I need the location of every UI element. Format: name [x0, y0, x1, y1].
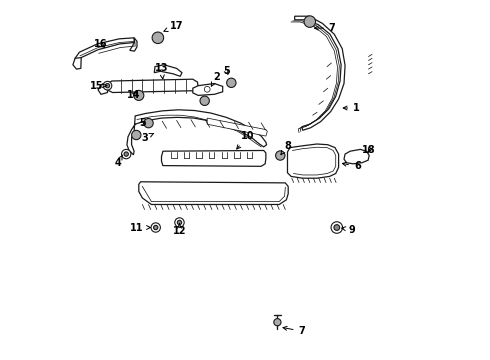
Circle shape	[274, 319, 281, 326]
Circle shape	[153, 225, 158, 230]
Polygon shape	[73, 58, 81, 69]
Circle shape	[175, 218, 184, 227]
Polygon shape	[98, 84, 107, 94]
Text: 8: 8	[281, 141, 291, 155]
Polygon shape	[127, 110, 267, 155]
Circle shape	[204, 86, 210, 92]
Circle shape	[134, 90, 144, 100]
Circle shape	[177, 220, 182, 225]
Polygon shape	[344, 149, 369, 164]
Text: 9: 9	[342, 225, 356, 235]
Text: 2: 2	[211, 72, 220, 86]
Polygon shape	[193, 84, 222, 95]
Circle shape	[152, 32, 164, 44]
Text: 13: 13	[155, 63, 168, 79]
Text: 10: 10	[237, 131, 255, 149]
Text: 12: 12	[173, 223, 186, 236]
Polygon shape	[107, 79, 198, 93]
Text: 16: 16	[94, 39, 107, 49]
Text: 18: 18	[363, 145, 376, 156]
Circle shape	[334, 225, 340, 230]
Text: 3: 3	[142, 132, 154, 143]
Text: 5: 5	[139, 118, 146, 128]
Polygon shape	[162, 150, 266, 166]
Polygon shape	[139, 182, 288, 204]
Circle shape	[122, 149, 131, 159]
Polygon shape	[294, 16, 345, 130]
Text: 17: 17	[164, 21, 183, 32]
Polygon shape	[130, 38, 137, 51]
Text: 1: 1	[343, 103, 360, 113]
Circle shape	[151, 223, 160, 232]
Text: 7: 7	[283, 326, 305, 336]
Text: 7: 7	[315, 23, 336, 33]
Text: 11: 11	[130, 222, 150, 233]
Text: 6: 6	[343, 161, 361, 171]
Circle shape	[144, 118, 153, 128]
Circle shape	[304, 16, 316, 27]
Circle shape	[105, 84, 110, 88]
Circle shape	[124, 152, 128, 156]
Circle shape	[200, 96, 209, 105]
Polygon shape	[154, 65, 182, 76]
Text: 15: 15	[90, 81, 107, 91]
Polygon shape	[207, 118, 268, 136]
Circle shape	[331, 222, 343, 233]
Text: 14: 14	[127, 90, 141, 100]
Polygon shape	[288, 144, 339, 178]
Circle shape	[227, 78, 236, 87]
Polygon shape	[75, 38, 134, 63]
Circle shape	[275, 151, 285, 160]
Text: 4: 4	[115, 155, 122, 168]
Circle shape	[132, 130, 141, 140]
Circle shape	[103, 81, 112, 90]
Text: 5: 5	[223, 66, 230, 76]
